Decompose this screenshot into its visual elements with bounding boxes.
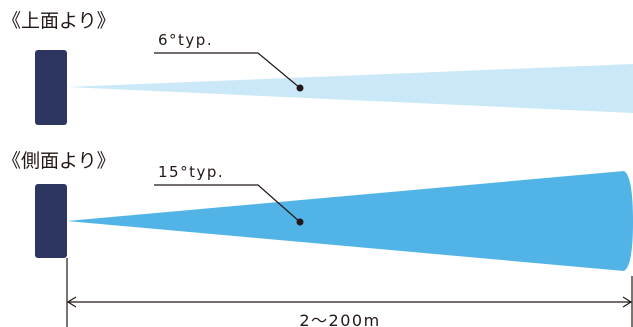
top-view-angle-marker-dot (296, 84, 304, 92)
top-view-angle-label: 6°typ. (158, 31, 213, 49)
side-view-sensor-body (35, 184, 67, 258)
top-view: 《上面より》 6°typ. (2, 10, 633, 125)
top-view-title: 《上面より》 (2, 10, 116, 32)
top-view-sensor-body (35, 50, 67, 125)
top-view-beam-narrow (67, 64, 633, 113)
side-view-angle-leader-line (154, 184, 301, 223)
side-view-title: 《側面より》 (2, 150, 116, 172)
top-view-angle-leader-line (154, 52, 301, 89)
side-view-angle-marker-dot (296, 218, 304, 226)
side-view-angle-label: 15°typ. (158, 163, 224, 181)
range-arrowhead-right (622, 296, 633, 308)
side-view-beam-wide (67, 171, 633, 271)
range-label: 2～200m (299, 311, 380, 327)
side-view: 《側面より》 15°typ. (2, 150, 633, 271)
range-dimension: 2～200m (66, 258, 633, 327)
range-arrowhead-left (66, 296, 77, 308)
